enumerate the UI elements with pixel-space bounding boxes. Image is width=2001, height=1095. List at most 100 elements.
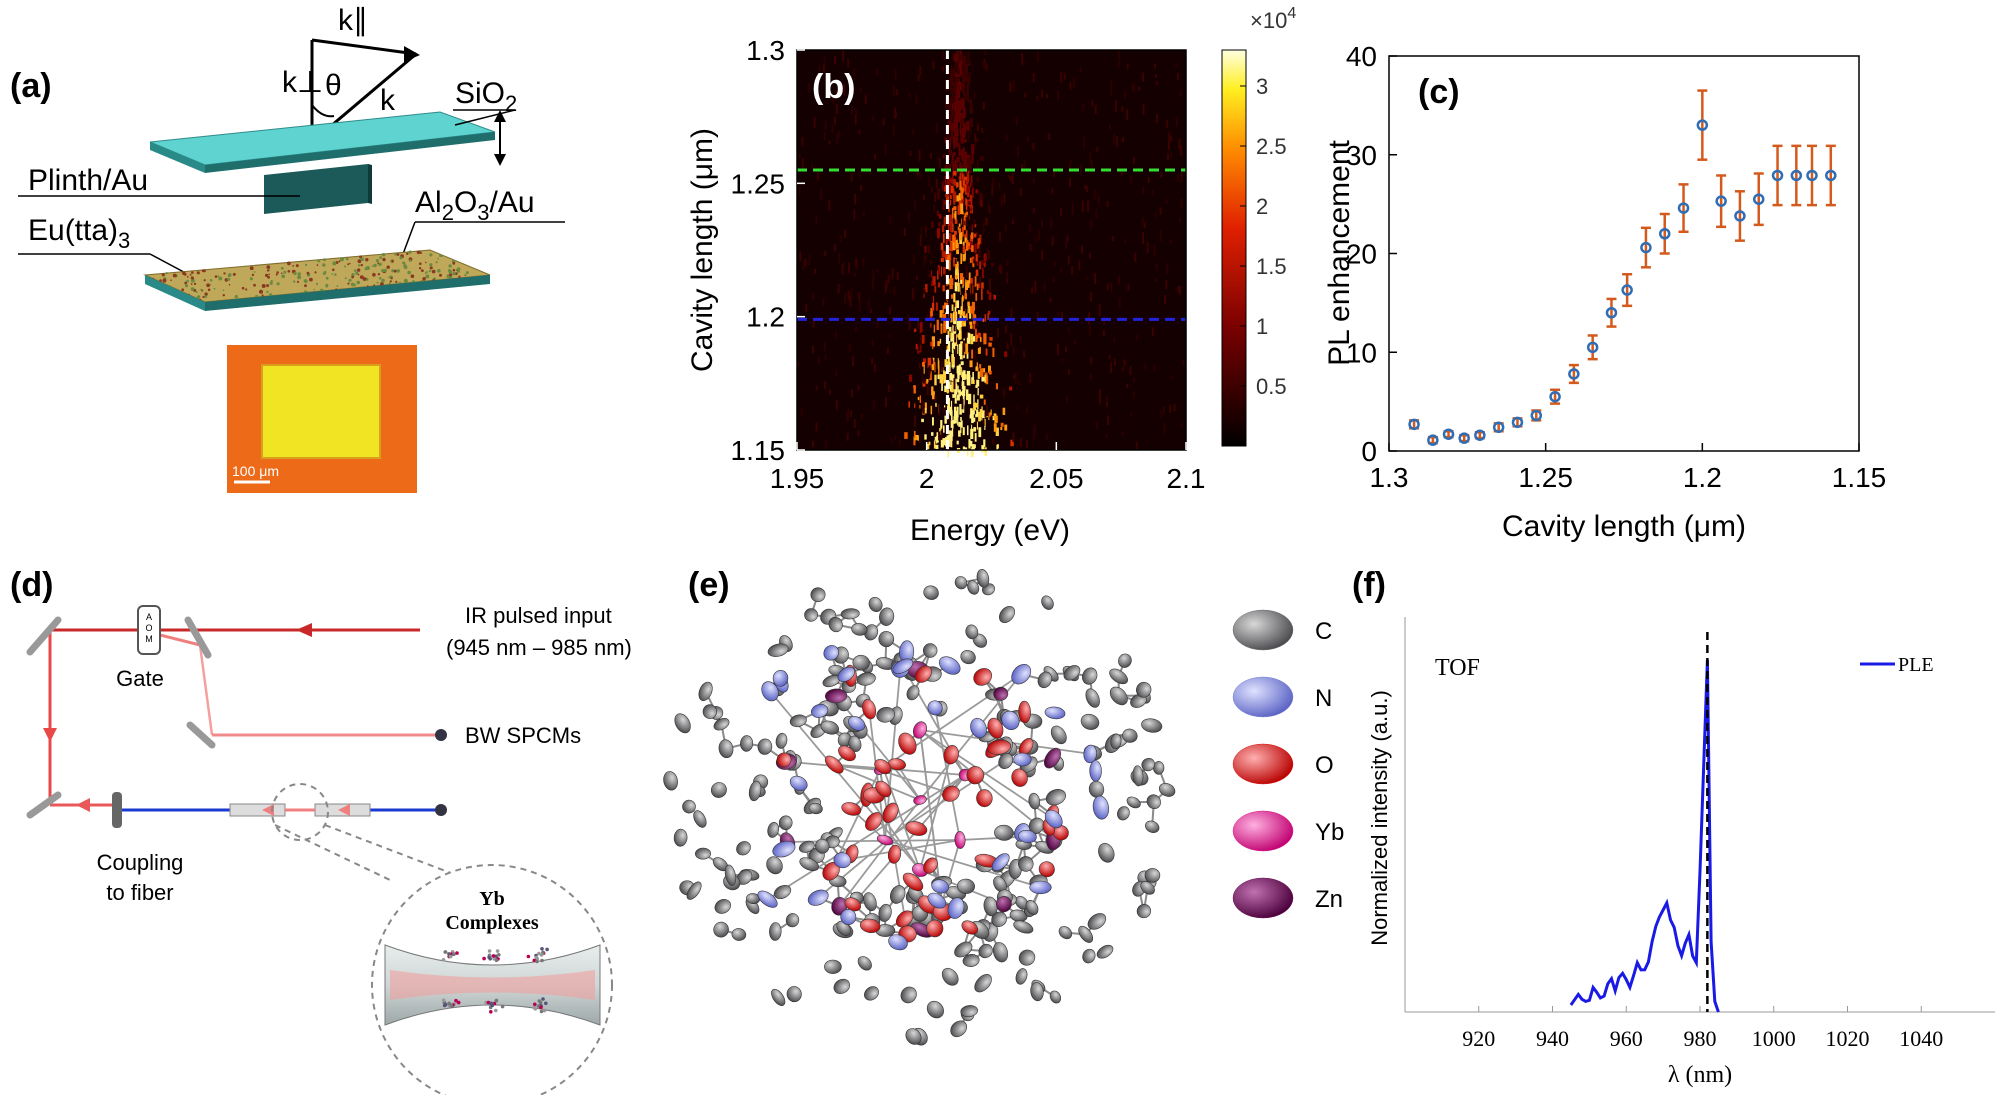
heatmap-streak [976,362,978,370]
heatmap-noise [853,271,856,277]
heatmap-noise [1159,230,1162,242]
heatmap-streak [980,156,984,161]
heatmap-streak [947,341,951,352]
heatmap-streak [981,376,985,382]
texture-speck [437,257,439,260]
texture-speck [334,273,337,276]
atom [748,780,762,802]
atom [962,954,980,967]
heatmap-streak [954,384,958,395]
texture-speck [344,265,346,268]
texture-speck [421,269,424,272]
heatmap-noise [1026,439,1028,449]
texture-speck [261,294,264,297]
heatmap-streak [955,53,959,62]
heatmap-noise [1061,311,1064,318]
heatmap-streak [976,261,979,266]
colorbar [1221,49,1247,447]
heatmap-streak [949,79,952,90]
heatmap-noise [894,107,897,119]
heatmap-streak [963,151,967,155]
heatmap-streak [943,323,947,333]
heatmap-noise [931,186,933,193]
heatmap-noise [1009,82,1012,93]
heatmap-streak [930,307,933,317]
heatmap-streak [988,310,991,315]
heatmap-streak [956,157,960,163]
texture-speck [396,269,401,273]
scale-bar-label: 100 μm [232,463,279,479]
heatmap-noise [1017,145,1020,157]
panel-c-points [1408,89,1837,446]
gate-label: Gate [116,666,164,691]
heatmap-noise [835,399,838,410]
heatmap-streak [960,112,963,118]
heatmap-streak [993,294,996,300]
atom [947,897,965,919]
atom [1136,681,1152,698]
atom [851,623,868,636]
heatmap-streak [964,122,968,130]
heatmap-noise [992,177,995,187]
texture-speck [429,253,433,257]
heatmap-noise [906,168,908,175]
texture-speck [390,277,393,280]
heatmap-streak [969,325,973,329]
texture-speck [293,280,296,283]
heatmap-noise [860,185,863,192]
texture-speck [403,265,408,270]
heatmap-streak [948,151,951,160]
heatmap-noise [813,117,816,128]
molecule-structure [663,568,1176,1046]
heatmap-streak [979,394,984,399]
heatmap-streak [977,346,981,354]
heatmap-noise [1019,335,1022,343]
heatmap-noise [922,407,925,414]
heatmap-streak [958,200,962,208]
heatmap-streak [951,160,953,164]
heatmap-streak [939,338,942,344]
heatmap-streak [981,289,983,300]
atom [973,668,993,686]
texture-speck [241,286,245,290]
texture-speck [365,258,369,262]
heatmap-streak [976,403,979,408]
legend-label: C [1315,618,1332,645]
texture-speck [425,274,430,279]
heatmap-noise [1142,103,1145,115]
heatmap-streak [954,135,957,144]
sio2-plate-edge [205,132,495,173]
heatmap-noise [970,283,973,296]
heatmap-noise [1025,406,1028,415]
heatmap-noise [858,300,861,312]
heatmap-noise [921,374,924,383]
heatmap-noise [916,276,918,281]
heatmap-streak [965,447,968,451]
heatmap-streak [959,404,962,415]
heatmap-noise [1032,178,1035,184]
atom [837,666,855,683]
heatmap-noise [1116,136,1119,148]
texture-speck [393,269,397,273]
data-point [1408,418,1420,431]
ir-input-arrow [296,623,312,637]
heatmap-streak [947,235,951,241]
heatmap-streak [975,231,978,237]
heatmap-streak [950,332,954,342]
heatmap-streak [954,76,957,87]
heatmap-streak [978,282,981,289]
heatmap-streak [971,349,974,359]
heatmap-streak [924,434,927,440]
heatmap-noise [873,364,876,372]
bond [934,707,961,841]
heatmap-streak [981,368,986,373]
texture-speck [222,294,225,297]
heatmap-streak [925,225,927,233]
atom [859,918,881,933]
x-tick-label: 980 [1684,1026,1717,1051]
heatmap-streak [953,260,956,267]
k-text: k [380,84,396,117]
heatmap-noise [834,243,837,252]
heatmap-streak [945,102,948,109]
heatmap-noise [961,399,964,410]
